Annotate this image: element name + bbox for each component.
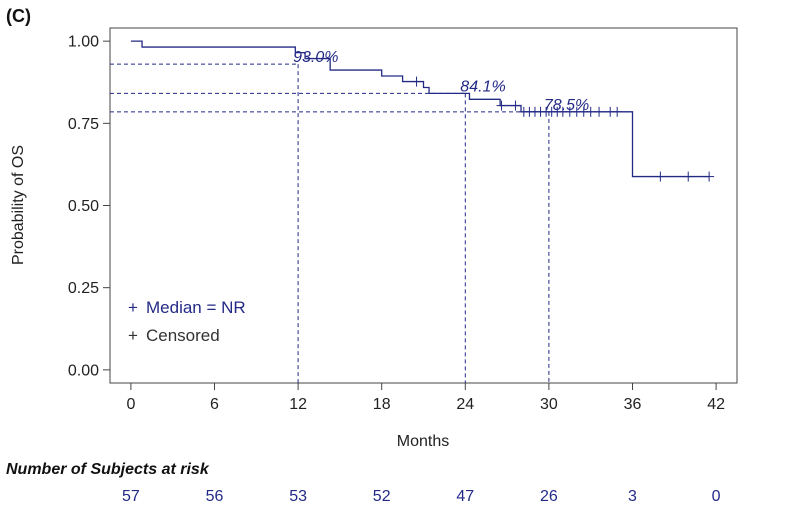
legend: + Median = NR + Censored — [128, 298, 246, 345]
legend-label: Median = NR — [146, 298, 246, 317]
legend-symbol: + — [128, 298, 138, 317]
risk-count: 57 — [122, 488, 140, 505]
x-axis-label: Months — [397, 433, 449, 450]
risk-table-counts: 57 56 53 52 47 26 3 0 — [122, 488, 721, 505]
censor-mark — [704, 171, 715, 182]
censor-mark — [655, 171, 666, 182]
x-tick-label: 12 — [289, 396, 307, 413]
censor-mark — [585, 106, 596, 117]
survival-estimate-label: 78.5% — [544, 97, 589, 114]
y-tick-label: 1.00 — [68, 34, 99, 51]
survival-curve-layer — [130, 40, 710, 178]
y-axis-label: Probability of OS — [10, 145, 27, 265]
survival-curve — [130, 40, 710, 178]
risk-count: 53 — [289, 488, 307, 505]
risk-count: 26 — [540, 488, 558, 505]
risk-count: 3 — [628, 488, 637, 505]
censor-mark — [510, 100, 521, 111]
censor-marks — [411, 76, 715, 182]
y-tick-label: 0.00 — [68, 362, 99, 379]
x-tick-label: 24 — [456, 396, 474, 413]
x-tick-label: 18 — [373, 396, 391, 413]
risk-table-title: Number of Subjects at risk — [6, 461, 210, 478]
panel-label: (C) — [6, 6, 31, 26]
y-axis: 0.00 0.25 0.50 0.75 1.00 — [68, 34, 110, 379]
x-tick-label: 42 — [707, 396, 725, 413]
risk-count: 56 — [206, 488, 224, 505]
x-tick-label: 36 — [624, 396, 642, 413]
legend-label: Censored — [146, 326, 220, 345]
risk-count: 0 — [712, 488, 721, 505]
censor-mark — [612, 106, 623, 117]
annotations: 93.0% 84.1% 78.5% — [293, 49, 589, 114]
x-tick-label: 0 — [126, 396, 135, 413]
x-tick-label: 30 — [540, 396, 558, 413]
y-tick-label: 0.75 — [68, 116, 99, 133]
censor-mark — [496, 100, 507, 111]
survival-estimate-label: 84.1% — [460, 78, 505, 95]
x-tick-label: 6 — [210, 396, 219, 413]
censor-mark — [411, 76, 422, 87]
legend-symbol: + — [128, 326, 138, 345]
survival-estimate-label: 93.0% — [293, 49, 338, 66]
censor-mark — [683, 171, 694, 182]
y-tick-label: 0.50 — [68, 198, 99, 215]
risk-count: 47 — [456, 488, 474, 505]
reference-lines — [110, 63, 550, 383]
risk-count: 52 — [373, 488, 391, 505]
y-tick-label: 0.25 — [68, 280, 99, 297]
x-axis: 0 6 12 18 24 30 36 42 — [126, 383, 725, 413]
censor-mark — [594, 106, 605, 117]
